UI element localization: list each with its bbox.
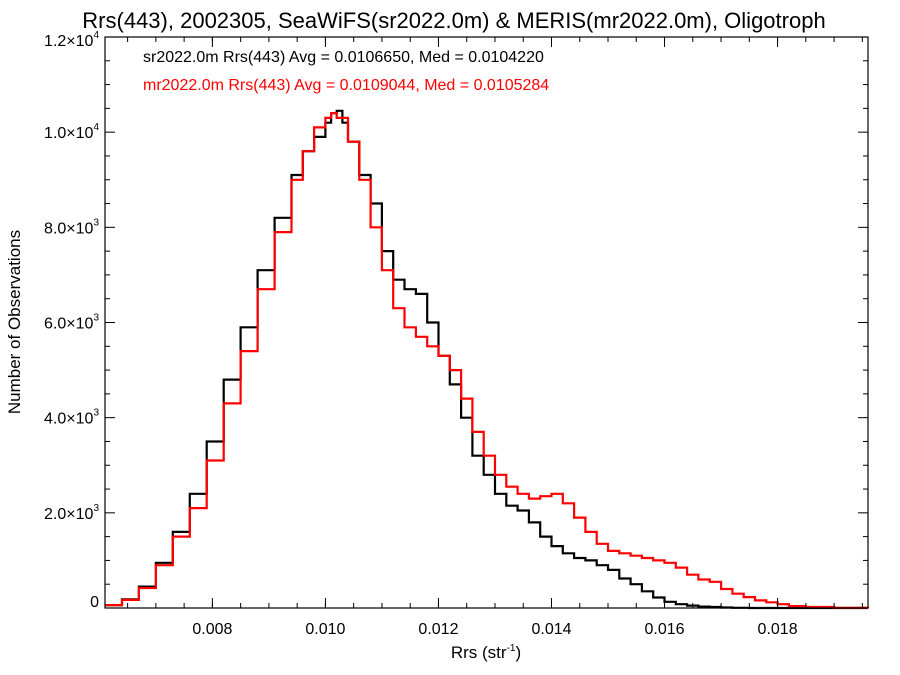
series-line-2 — [105, 112, 870, 609]
x-axis-label: Rrs (str-1) — [451, 643, 521, 662]
legend: sr2022.0m Rrs(443) Avg = 0.0106650, Med … — [143, 49, 549, 94]
plot-frame — [104, 36, 869, 609]
series-layer — [105, 109, 870, 610]
x-tick-label: 0.016 — [645, 621, 685, 638]
y-tick-label: 6.0×103 — [44, 313, 99, 333]
series-line-1 — [105, 109, 868, 610]
y-axis-label: Number of Observations — [5, 230, 24, 414]
x-tick-label: 0.014 — [531, 621, 571, 638]
y-tick-label: 4.0×103 — [44, 408, 99, 428]
y-tick-label: 0 — [90, 594, 99, 611]
chart-title: Rrs(443), 2002305, SeaWiFS(sr2022.0m) & … — [82, 8, 825, 33]
x-tick-label: 0.012 — [418, 621, 458, 638]
legend-entry-2: mr2022.0m Rrs(443) Avg = 0.0109044, Med … — [143, 77, 549, 94]
ticks-layer: 0.008 0.010 0.012 0.014 0.016 0.018 0 2.0×103 4.… — [44, 30, 868, 638]
y-tick-label: 1.0×104 — [44, 122, 99, 142]
y-tick-label: 8.0×103 — [44, 217, 99, 237]
x-tick-label: 0.018 — [758, 621, 798, 638]
y-tick-label: 2.0×103 — [44, 503, 99, 523]
x-tick-label: 0.008 — [192, 621, 232, 638]
legend-entry-1: sr2022.0m Rrs(443) Avg = 0.0106650, Med … — [143, 49, 544, 66]
x-tick-label: 0.010 — [305, 621, 345, 638]
y-tick-label: 1.2×104 — [44, 30, 99, 50]
